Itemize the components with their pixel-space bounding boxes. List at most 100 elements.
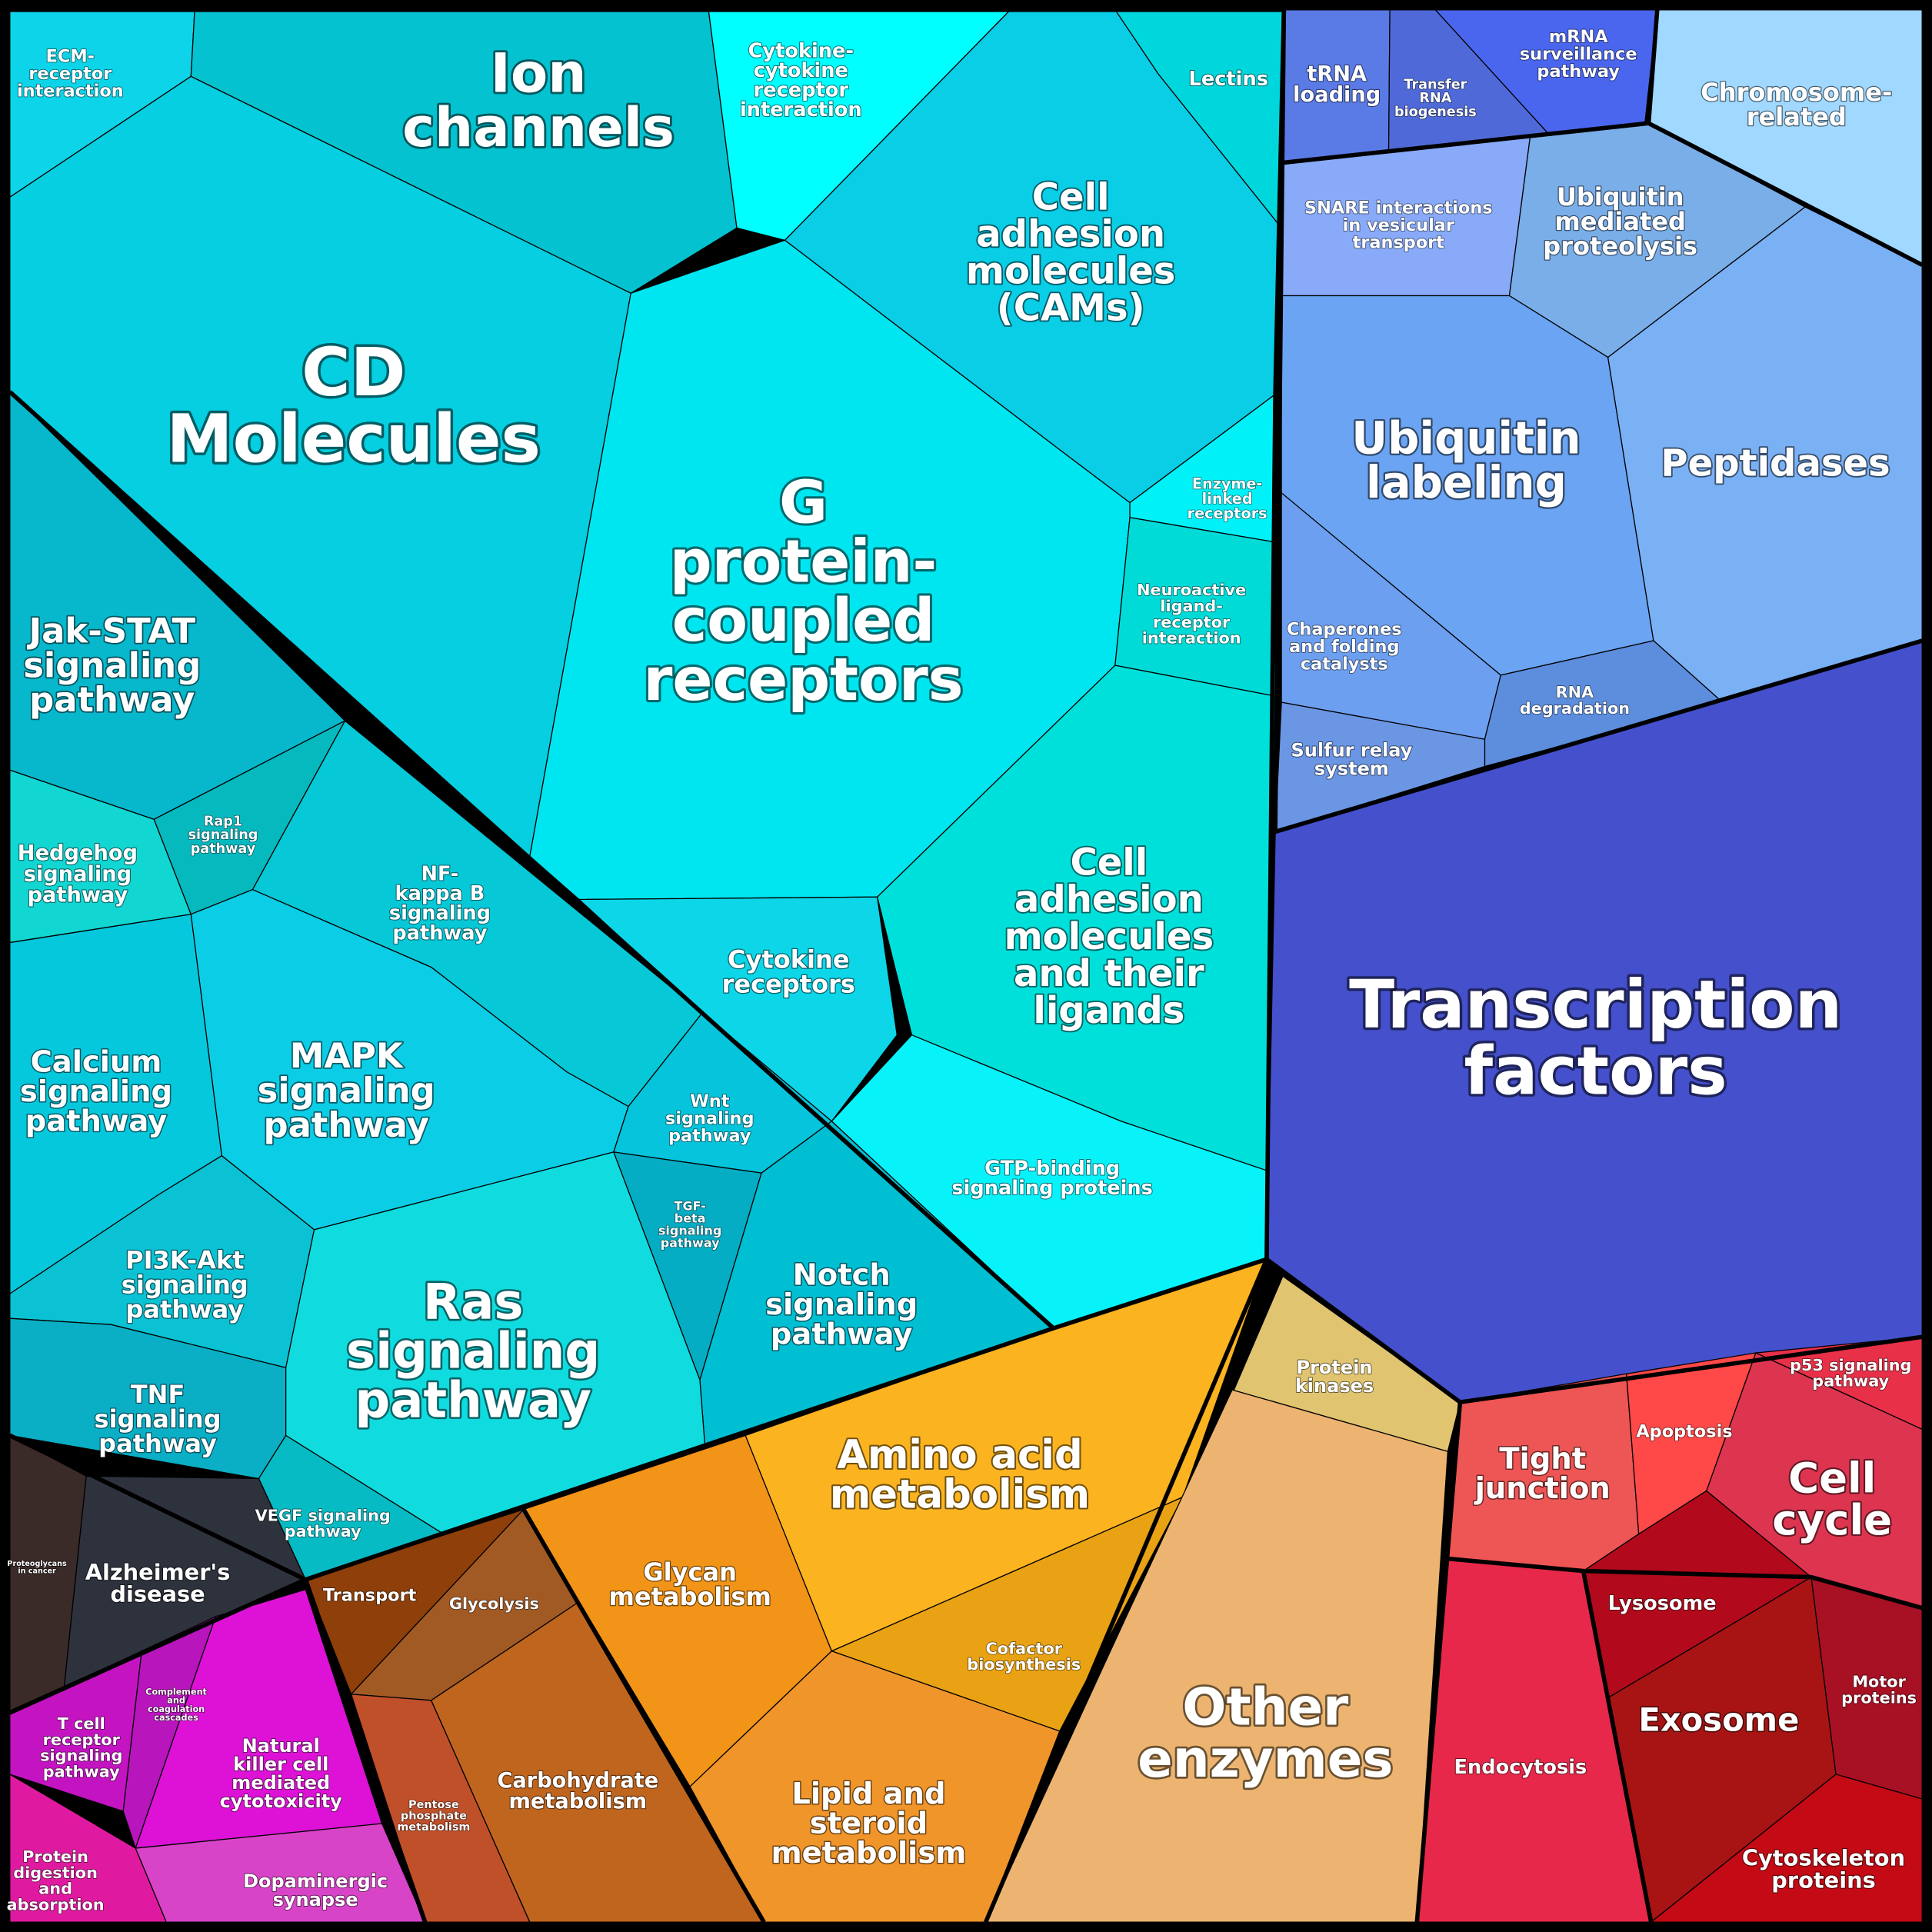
label-line: ligand- xyxy=(1160,597,1223,615)
region-label: Cytokine receptors xyxy=(722,945,855,999)
labels: ECM-receptor interaction Ion channelsCytoki… xyxy=(6,26,1917,1915)
label-line: Lysosome xyxy=(1608,1592,1717,1615)
label-line: GTP-binding xyxy=(984,1157,1120,1180)
label-line: Jak-STAT xyxy=(26,610,195,651)
label-line: and folding xyxy=(1289,637,1399,657)
region-label: Protein digestion and absorption xyxy=(7,1847,105,1914)
region-label: Motor proteins xyxy=(1841,1673,1917,1707)
label-line: Cytokine- xyxy=(748,39,854,62)
label-line: pathway xyxy=(191,841,256,857)
label-line: pathway xyxy=(125,1295,244,1324)
label-line: Transcription xyxy=(1349,967,1842,1044)
region-label: TNF signaling pathway xyxy=(95,1380,222,1458)
label-line: T cell xyxy=(58,1714,105,1733)
label-line: phosphate xyxy=(401,1810,467,1822)
region-label: Carbohydrate metabolism xyxy=(497,1768,658,1813)
label-line: steroid xyxy=(810,1806,928,1840)
label-line: receptors xyxy=(722,970,855,999)
label-line: loading xyxy=(1293,83,1381,107)
label-line: interaction xyxy=(17,81,124,101)
label-line: Hedgehog xyxy=(18,841,138,865)
label-line: metabolism xyxy=(830,1471,1090,1517)
label-line: system xyxy=(1314,758,1389,779)
region-label: Wnt signaling pathway xyxy=(665,1091,754,1146)
region-label: Natural killer cell mediated cytotoxicity xyxy=(220,1735,343,1812)
region-label: Ras signaling pathway xyxy=(346,1274,600,1429)
label-line: NF- xyxy=(421,862,459,885)
region-label: Alzheimer's disease xyxy=(85,1559,231,1607)
group-border xyxy=(521,1508,766,1924)
label-line: channels xyxy=(402,95,675,158)
label-line: molecules xyxy=(1004,915,1214,958)
label-line: pathway xyxy=(28,883,128,907)
label-line: disease xyxy=(110,1581,205,1607)
label-line: TNF xyxy=(131,1380,185,1409)
label-line: Transport xyxy=(323,1585,417,1605)
label-line: signaling xyxy=(346,1323,600,1380)
label-line: and xyxy=(38,1880,72,1898)
region-label: CD Molecules xyxy=(167,335,541,478)
label-line: metabolism xyxy=(509,1789,648,1813)
region-label: Lipid and steroid metabolism xyxy=(771,1777,967,1870)
label-line: receptors xyxy=(644,646,964,715)
label-line: Glycolysis xyxy=(449,1594,539,1613)
region-label: Endocytosis xyxy=(1454,1756,1587,1779)
region-label: Notch signaling pathway xyxy=(765,1257,918,1351)
region-label: Chromosome-related xyxy=(1700,78,1892,132)
label-line: mediated xyxy=(232,1772,330,1794)
label-line: signaling xyxy=(765,1287,918,1322)
label-line: cytokine xyxy=(754,59,848,82)
region-label: TGF-beta signaling pathway xyxy=(658,1198,722,1250)
label-line: killer cell xyxy=(233,1754,328,1775)
region-label: Glycolysis xyxy=(449,1594,539,1613)
group-border xyxy=(1273,9,1923,834)
label-line: mediated xyxy=(1554,207,1686,236)
label-line: digestion xyxy=(13,1864,98,1882)
region-label: SNARE interactions in vesicular transport xyxy=(1304,198,1493,252)
label-line: receptors xyxy=(1188,505,1267,522)
label-line: pathway xyxy=(392,921,487,944)
label-line: factors xyxy=(1464,1034,1727,1111)
label-line: signaling xyxy=(658,1223,722,1237)
label-line: Chromosome- xyxy=(1700,78,1892,107)
region-label: RNA degradation xyxy=(1520,683,1630,718)
label-line: proteolysis xyxy=(1543,232,1697,261)
region-label: Exosome xyxy=(1638,1701,1799,1739)
region-label: tRNA loading xyxy=(1293,62,1381,106)
region-label: VEGF signaling pathway xyxy=(255,1506,391,1541)
label-line: PI3K-Akt xyxy=(125,1245,244,1274)
label-line: and their xyxy=(1014,952,1204,995)
label-line: signaling xyxy=(389,902,491,925)
label-line: pathway xyxy=(661,1235,720,1250)
region-label: Peptidases xyxy=(1661,442,1890,485)
label-line: Proteoglycans xyxy=(7,1560,67,1568)
label-line: proteins xyxy=(1841,1688,1917,1707)
label-line: p53 signaling xyxy=(1790,1356,1911,1374)
label-line: pathway xyxy=(771,1317,913,1351)
region-label: Dopaminergic synapse xyxy=(243,1870,388,1910)
label-line: biogenesis xyxy=(1394,105,1477,120)
label-line: Enzyme- xyxy=(1192,475,1263,492)
label-line: protein- xyxy=(670,528,938,596)
region-label: Transport xyxy=(323,1585,417,1605)
label-line: signaling xyxy=(665,1108,754,1128)
label-line: Complement xyxy=(145,1687,207,1697)
label-line: Notch xyxy=(793,1257,891,1292)
label-line: pathway xyxy=(355,1372,591,1429)
label-line: Exosome xyxy=(1638,1701,1799,1739)
region-label: Apoptosis xyxy=(1636,1421,1732,1441)
region-label: Lysosome xyxy=(1608,1592,1717,1615)
region-label: Ubiquitin mediated proteolysis xyxy=(1543,182,1697,261)
group-border xyxy=(984,1258,1269,1924)
label-line: metabolism xyxy=(771,1836,967,1870)
label-line: related xyxy=(1747,102,1847,132)
label-line: signaling xyxy=(188,828,258,843)
label-line: adhesion xyxy=(976,213,1165,256)
label-line: kappa B xyxy=(395,882,485,905)
label-line: pathway xyxy=(25,1104,168,1138)
label-line: metabolism xyxy=(608,1582,771,1611)
label-line: Lectins xyxy=(1189,68,1268,91)
label-line: Other xyxy=(1182,1677,1348,1737)
